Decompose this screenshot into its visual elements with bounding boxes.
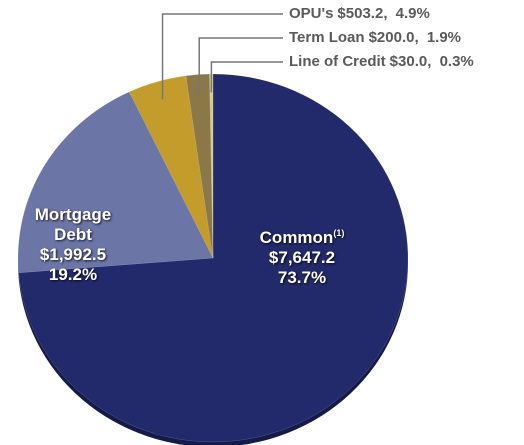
value-label: $503.2 [337, 5, 383, 22]
value-label: $30.0 [390, 53, 428, 70]
percent-label: 0.3% [440, 53, 474, 70]
slice-label: Common(1) $7,647.2 73.7% [232, 228, 372, 288]
value-label: $200.0 [369, 29, 415, 46]
percent-label: 1.9% [427, 29, 461, 46]
pie-slice [128, 75, 214, 259]
value-label: $1,992.5 [39, 245, 107, 264]
pie-slice [17, 91, 214, 274]
category-name: Line of Credit [289, 53, 386, 70]
slice-label: Line of Credit $30.0, 0.3% [289, 53, 474, 70]
category-name: Term Loan [289, 29, 365, 46]
value-label: $7,647.2 [268, 248, 336, 267]
leader-line [198, 37, 283, 93]
slice-category: Common(1) [232, 228, 372, 248]
percent-label: 73.7% [277, 268, 327, 287]
pie-slice [18, 73, 409, 443]
pie-slice [185, 73, 214, 259]
category-name: Mortgage Debt [34, 205, 112, 244]
slice-label: OPU's $503.2, 4.9% [289, 5, 430, 22]
slice-category: Mortgage Debt [18, 205, 128, 245]
category-note: (1) [333, 228, 345, 238]
slice-label: Term Loan $200.0, 1.9% [289, 29, 461, 46]
separator: , [414, 29, 422, 46]
slice-label: Mortgage Debt $1,992.5 19.2% [18, 205, 128, 285]
separator: , [427, 53, 435, 70]
leader-line [210, 61, 283, 93]
category-name: Common [259, 228, 334, 247]
category-name: OPU's [289, 5, 333, 22]
percent-label: 19.2% [48, 265, 98, 284]
separator: , [383, 5, 391, 22]
leader-line [161, 13, 283, 100]
percent-label: 4.9% [396, 5, 430, 22]
